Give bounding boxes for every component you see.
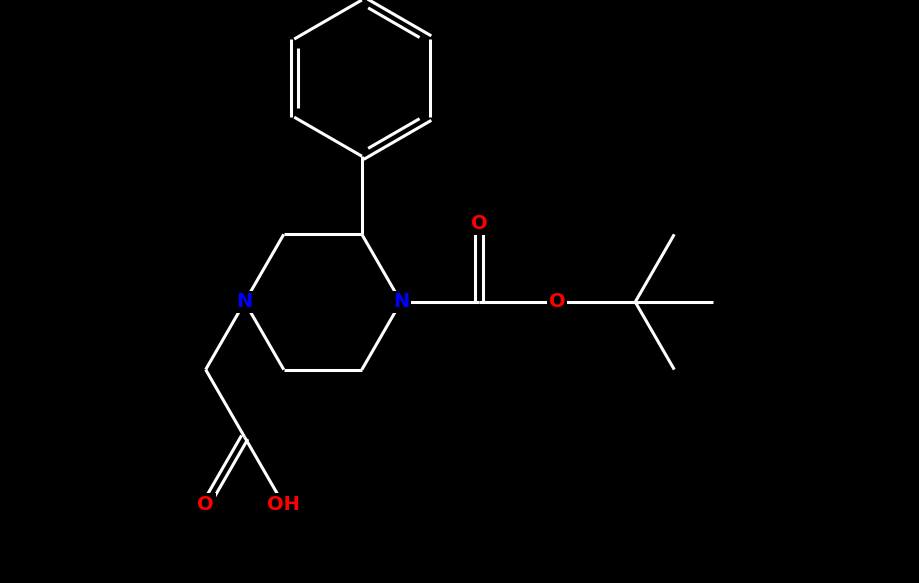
Text: O: O [198,496,214,514]
Text: OH: OH [267,496,301,514]
Text: O: O [471,215,487,233]
Text: N: N [392,293,409,311]
Text: O: O [549,293,565,311]
Text: N: N [236,293,253,311]
